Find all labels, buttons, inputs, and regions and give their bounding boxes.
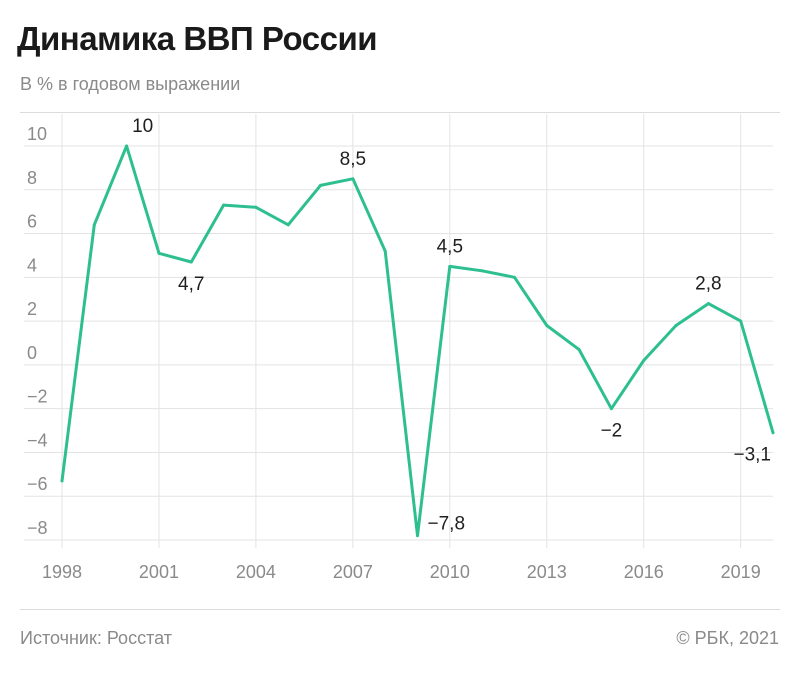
data-point [125,144,129,148]
data-point [706,302,710,306]
source-note: Источник: Росстат [20,628,172,648]
y-tick-label: 8 [27,168,37,188]
chart-title: Динамика ВВП России [17,20,378,57]
data-label: 8,5 [340,149,366,170]
data-label: 10 [132,116,153,137]
y-tick-label: 0 [27,343,37,363]
x-tick-label: 2016 [624,562,664,582]
data-point [60,479,64,483]
data-label: −3,1 [733,445,771,466]
data-point [642,359,646,363]
y-tick-label: 6 [27,212,37,232]
x-tick-label: 2001 [139,562,179,582]
top-divider [20,112,780,113]
data-point [545,323,549,327]
data-point [351,177,355,181]
data-point [448,264,452,268]
x-tick-label: 1998 [42,562,82,582]
x-tick-label: 2010 [430,562,470,582]
x-tick-label: 2013 [527,562,567,582]
data-point [512,275,516,279]
gdp-series-line [60,144,775,538]
y-tick-label: −6 [27,474,48,494]
x-tick-label: 2019 [721,562,761,582]
y-tick-label: 2 [27,299,37,319]
data-point [739,319,743,323]
data-point [189,260,193,264]
data-point [383,249,387,253]
data-point [577,348,581,352]
data-label: 4,7 [178,274,204,295]
data-point [609,407,613,411]
data-point [157,251,161,255]
data-label: 2,8 [695,274,721,295]
data-point [771,431,775,435]
data-label: −7,8 [428,514,466,535]
data-point [416,534,419,538]
y-tick-label: 10 [27,124,47,144]
data-label: 4,5 [437,236,463,257]
data-point [674,323,678,327]
chart-subtitle: В % в годовом выражении [20,74,241,94]
y-tick-label: −2 [27,387,48,407]
data-point [92,223,96,227]
data-point [480,269,484,273]
copyright-note: © РБК, 2021 [676,628,779,648]
x-tick-label: 2007 [333,562,373,582]
bottom-divider [20,609,780,610]
y-tick-label: −4 [27,430,48,450]
data-point [222,203,226,207]
data-label: −2 [601,421,623,442]
data-point [319,183,323,187]
data-point [286,223,290,227]
data-point [254,205,258,209]
x-tick-label: 2004 [236,562,276,582]
y-tick-label: −8 [27,518,48,538]
y-tick-label: 4 [27,255,37,275]
